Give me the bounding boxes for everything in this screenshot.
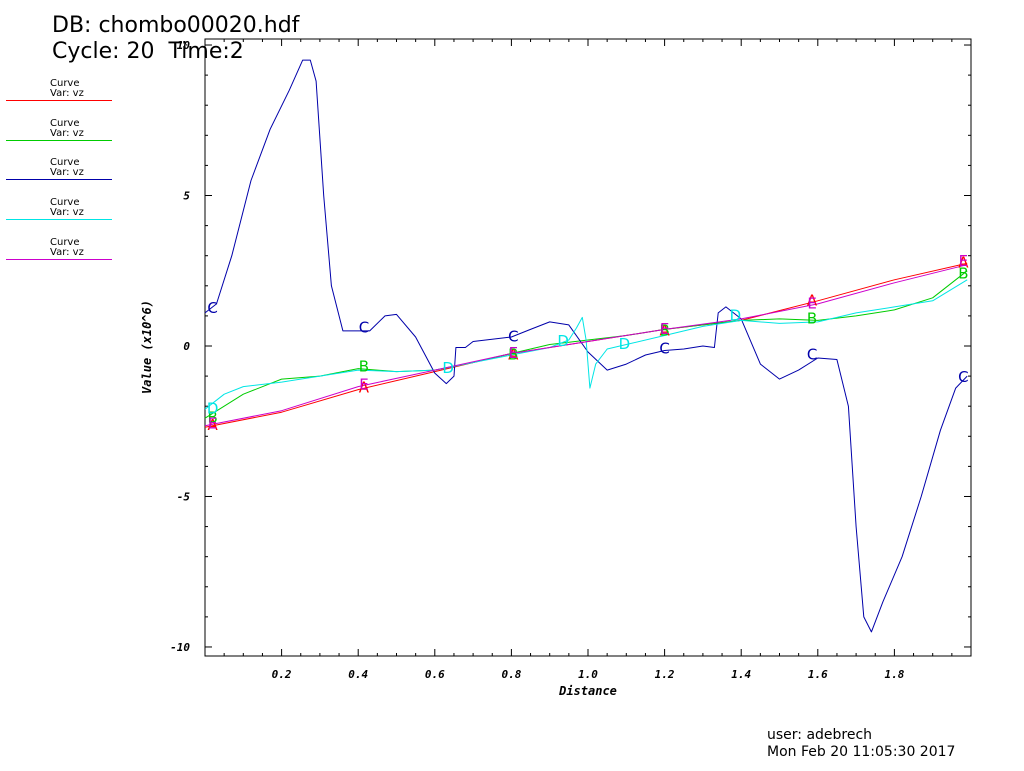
legend-entry: Curve Var: vz [6, 157, 112, 181]
curve-marker-e: E [359, 376, 368, 394]
legend-var: Var: vz [50, 246, 84, 258]
curve-marker-a: A [659, 321, 670, 339]
y-axis-label: Value (x10^6) [140, 300, 154, 394]
curve-line-e [204, 264, 968, 427]
curve-marker-b: B [807, 309, 817, 327]
x-tick-label: 1.4 [731, 668, 751, 681]
curve-marker-a: A [208, 416, 219, 434]
curve-marker-c: C [359, 318, 369, 336]
curve-marker-e: E [509, 344, 518, 362]
y-tick-label: 0 [183, 340, 190, 353]
curve-marker-a: A [508, 346, 519, 364]
y-tick-label: 10 [177, 39, 191, 52]
database-title: DB: chombo00020.hdf [52, 13, 300, 38]
legend-title: Curve [50, 117, 80, 129]
curve-marker-a: A [359, 379, 370, 397]
curve-marker-c: C [508, 327, 518, 345]
y-tick-label: 5 [183, 190, 190, 203]
axis-ticks: 0.2 0.4 0.6 0.8 1.0 1.2 1.4 1.6 1.8 -10 -5 0 5 10 [170, 39, 971, 681]
curve-marker-b: B [659, 321, 669, 339]
date-label: Mon Feb 20 11:05:30 2017 [767, 744, 956, 760]
legend-var: Var: vz [50, 207, 84, 219]
legend-title: Curve [50, 78, 80, 89]
x-tick-label: 1.2 [655, 668, 675, 681]
x-tick-label: 1.6 [808, 668, 828, 681]
x-tick-label: 0.8 [501, 668, 521, 681]
legend-var: Var: vz [50, 88, 84, 99]
legend-title: Curve [50, 197, 80, 209]
time-label: Time:2 [168, 39, 244, 64]
user-label: user: adebrech [767, 727, 873, 743]
x-tick-label: 1.8 [884, 668, 904, 681]
x-tick-label: 0.4 [348, 668, 368, 681]
curves [204, 59, 968, 633]
curve-marker-b: B [508, 346, 518, 364]
curve-marker-d: D [557, 332, 569, 350]
legend-title: Curve [50, 157, 80, 169]
curve-marker-c: C [659, 340, 669, 358]
curve-marker-d: D [442, 359, 454, 377]
x-tick-label: 0.6 [425, 668, 445, 681]
legend-line [6, 258, 112, 260]
legend-line [6, 139, 112, 141]
cycle-time-label: Cycle: 20 Time:2 [52, 40, 244, 64]
x-axis-label: Distance [558, 684, 617, 698]
legend-entry: Curve Var: vz [6, 79, 112, 101]
curve-marker-a: A [958, 254, 969, 272]
legend-entry: Curve Var: vz [6, 236, 112, 260]
legend-entry: Curve Var: vz [6, 197, 112, 221]
x-tick-label: 1.0 [578, 668, 598, 681]
curve-marker-e: E [208, 415, 217, 433]
curve-marker-d: D [207, 400, 219, 418]
legend-line [6, 100, 112, 101]
legend-var: Var: vz [50, 127, 84, 139]
curve-marker-d: D [730, 306, 742, 324]
cycle-label: Cycle: 20 [52, 39, 155, 64]
curve-marker-c: C [958, 368, 968, 386]
legend-entry: Curve Var: vz [6, 117, 112, 141]
x-tick-label: 0.2 [272, 668, 292, 681]
curve-line-d [204, 279, 968, 410]
legend-var: Var: vz [50, 167, 84, 179]
curve-marker-e: E [660, 320, 669, 338]
curve-marker-b: B [208, 409, 218, 427]
legend-line [6, 219, 112, 221]
y-tick-label: -10 [170, 641, 190, 654]
curve-marker-a: A [807, 291, 818, 309]
legend-line [6, 179, 112, 181]
curve-marker-c: C [207, 299, 217, 317]
curve-marker-b: B [359, 358, 369, 376]
curve-marker-b: B [958, 264, 968, 282]
curve-marker-e: E [959, 252, 968, 270]
legend-title: Curve [50, 236, 80, 248]
curve-marker-c: C [807, 346, 817, 364]
curve-line-c [204, 59, 968, 633]
curve-marker-e: E [807, 294, 816, 312]
y-tick-label: -5 [177, 490, 191, 503]
curve-marker-d: D [619, 335, 631, 353]
